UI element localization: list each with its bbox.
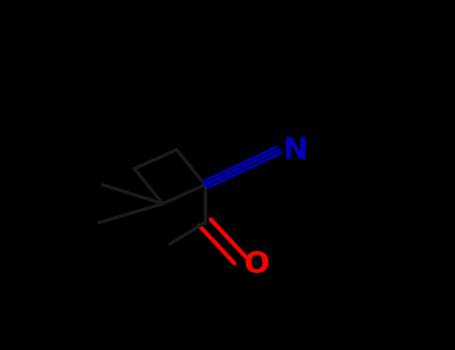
Text: N: N <box>282 136 308 165</box>
Text: O: O <box>243 250 269 279</box>
